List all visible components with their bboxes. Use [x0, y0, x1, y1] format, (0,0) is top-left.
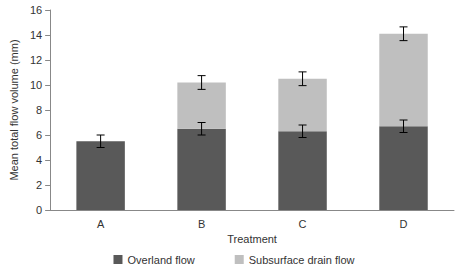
svg-text:0: 0	[36, 204, 42, 216]
svg-text:4: 4	[36, 154, 42, 166]
svg-text:B: B	[198, 218, 205, 230]
svg-text:2: 2	[36, 179, 42, 191]
svg-text:16: 16	[30, 4, 42, 16]
svg-text:Overland flow: Overland flow	[127, 254, 194, 266]
svg-text:12: 12	[30, 54, 42, 66]
svg-text:D: D	[400, 218, 408, 230]
svg-text:14: 14	[30, 29, 42, 41]
svg-text:Treatment: Treatment	[227, 233, 277, 245]
svg-text:6: 6	[36, 129, 42, 141]
svg-text:Subsurface drain flow: Subsurface drain flow	[249, 254, 355, 266]
svg-text:Mean total flow volume (mm): Mean total flow volume (mm)	[8, 39, 20, 180]
svg-text:10: 10	[30, 79, 42, 91]
svg-text:8: 8	[36, 104, 42, 116]
svg-text:A: A	[97, 218, 105, 230]
svg-text:C: C	[299, 218, 307, 230]
